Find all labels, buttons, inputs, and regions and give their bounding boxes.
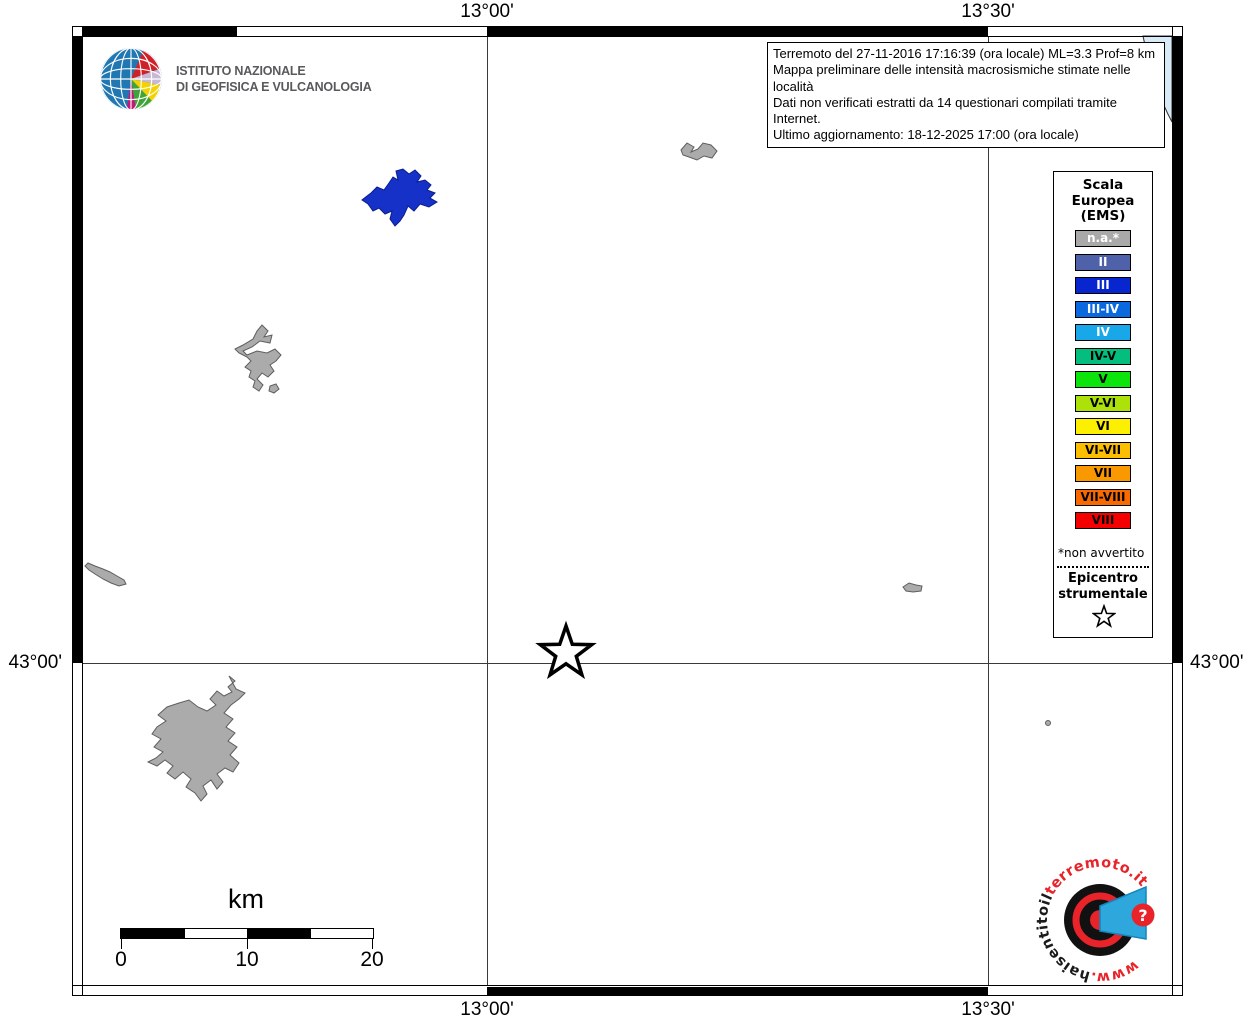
question-badge-glyph: ?: [1138, 906, 1147, 925]
scale-tick-20: [372, 938, 373, 949]
legend-swatch-vii-viii: VII-VIII: [1075, 488, 1131, 506]
coord-label-top-13-00: 13°00': [460, 1, 514, 22]
map-background: [72, 26, 1183, 996]
locality-polygon-na-far-west: [84, 562, 127, 587]
question-badge: [1131, 903, 1155, 927]
locality-polygon-intensity-iii: [361, 168, 438, 227]
locality-polygon-na-speck: [1045, 720, 1051, 726]
scale-tick-0: [121, 938, 122, 949]
locality-polygon-na-west-fragment: [268, 383, 280, 394]
coord-label-left-43-00: 43°00': [8, 652, 63, 673]
earthquake-info-box: Terremoto del 27-11-2016 17:16:39 (ora l…: [767, 42, 1165, 148]
frame-outer-rect: [72, 26, 1183, 996]
locality-polygon-na-southwest-large: [146, 675, 246, 802]
legend-title-line1: Scala: [1082, 177, 1124, 193]
legend-epicenter-line1: Epicentro: [1068, 571, 1138, 586]
legend-swatch-iv: IV: [1075, 324, 1131, 341]
map-scale-bar: km 0 10 20: [115, 884, 384, 974]
legend-epicenter-label: Epicentro strumentale: [1054, 571, 1152, 602]
frame-band-top-left-black: [82, 27, 237, 36]
frame-band-bottom-black: [487, 987, 988, 996]
ems-scale-legend: Scala Europea (EMS) n.a.* II III III-IV …: [1053, 171, 1153, 638]
info-line-map: Mappa preliminare delle intensità macros…: [773, 62, 1131, 94]
legend-swatch-viii: VIII: [1075, 512, 1131, 529]
scale-segment: [184, 929, 247, 938]
coord-label-top-13-30: 13°30': [961, 1, 1015, 22]
haisentitoilterremoto-logo: www.haisentitoilterremoto.it ?: [1026, 846, 1174, 999]
legend-title-line2: Europea: [1071, 192, 1135, 209]
scale-number-10: 10: [235, 948, 259, 971]
legend-swatch-v-vi: V-VI: [1075, 394, 1131, 412]
frame-band-left-black: [73, 36, 82, 663]
coord-label-bottom-13-00: 13°00': [460, 999, 514, 1020]
legend-footnote: *non avvertito: [1058, 546, 1145, 560]
epicenter-star-marker: [535, 620, 597, 680]
frame-band-top-mid-black: [487, 27, 988, 36]
locality-polygon-na-west: [234, 324, 282, 392]
ingv-globe-icon: [100, 48, 162, 110]
scale-number-0: 0: [115, 948, 127, 971]
scale-number-20: 20: [360, 948, 384, 971]
legend-items: n.a.* II III III-IV IV IV-V V V-VI VI VI…: [1054, 230, 1152, 536]
frame-band-right-black: [1173, 36, 1182, 663]
ingv-logo: ISTITUTO NAZIONALE DI GEOFISICA E VULCAN…: [98, 46, 372, 112]
legend-swatch-vi: VI: [1075, 418, 1131, 435]
legend-swatch-iii: III: [1075, 277, 1131, 294]
frame-corner-cells: [72, 26, 1183, 996]
info-line-event: Terremoto del 27-11-2016 17:16:39 (ora l…: [773, 46, 1156, 61]
locality-polygon-na-east: [902, 582, 923, 593]
coord-label-bottom-13-30: 13°30': [961, 999, 1015, 1020]
scale-segment: [121, 929, 184, 938]
legend-swatch-na: n.a.*: [1075, 230, 1131, 247]
info-line-data: Dati non verificati estratti da 14 quest…: [773, 94, 1117, 127]
scale-unit-label: km: [228, 884, 264, 914]
legend-title: Scala Europea (EMS): [1054, 177, 1152, 225]
legend-divider: [1057, 566, 1149, 568]
legend-swatch-v: V: [1075, 371, 1131, 388]
locality-polygon-na-north: [680, 142, 718, 161]
ingv-logo-text: ISTITUTO NAZIONALE DI GEOFISICA E VULCAN…: [176, 63, 372, 95]
legend-swatch-iv-v: IV-V: [1075, 347, 1131, 365]
ingv-logo-line2: DI GEOFISICA E VULCANOLOGIA: [176, 80, 372, 94]
frame-inner-rect: [82, 36, 1173, 986]
legend-title-line3: (EMS): [1080, 208, 1126, 224]
info-line-update: Ultimo aggiornamento: 18-12-2025 17:00 (…: [773, 127, 1079, 143]
ingv-logo-line1: ISTITUTO NAZIONALE: [176, 64, 306, 78]
legend-epicenter-line2: strumentale: [1058, 586, 1148, 602]
scale-segment: [247, 929, 310, 938]
scale-segment: [310, 929, 373, 938]
scale-tick-10: [247, 938, 248, 949]
legend-swatch-iii-iv: III-IV: [1075, 300, 1131, 318]
coord-label-right-43-00: 43°00': [1190, 652, 1244, 673]
legend-swatch-vii: VII: [1075, 465, 1131, 482]
legend-swatch-ii: II: [1075, 253, 1131, 271]
megaphone-icon: [1099, 885, 1147, 940]
legend-epicenter-star-icon: [1091, 603, 1117, 635]
legend-swatch-vi-vii: VI-VII: [1075, 441, 1131, 459]
